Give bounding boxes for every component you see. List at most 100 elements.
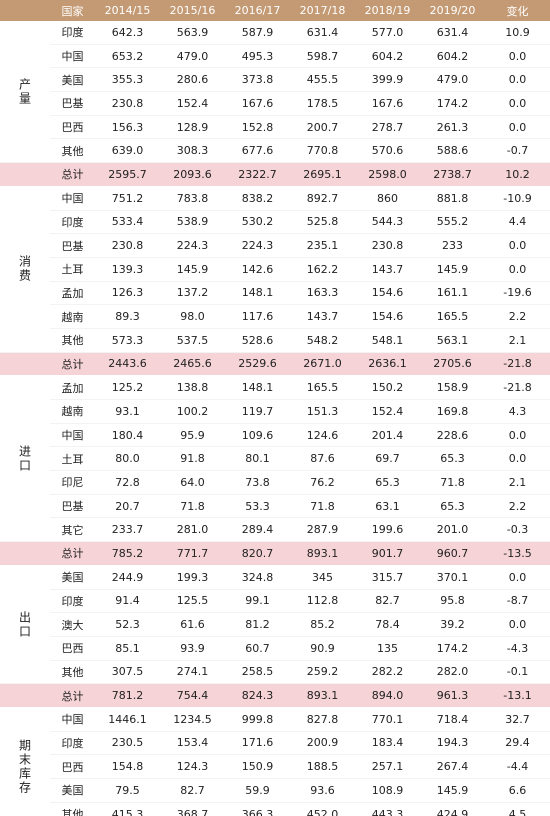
- value-cell: -10.9: [485, 186, 550, 211]
- value-cell: 161.1: [420, 281, 485, 306]
- total-row: 总计 2595.7 2093.6 2322.7 2695.1 2598.0 2738.7 10…: [0, 162, 550, 187]
- value-cell: 64.0: [160, 470, 225, 495]
- value-cell: 82.7: [355, 589, 420, 614]
- value-cell: -0.3: [485, 517, 550, 543]
- value-cell: 0.0: [485, 91, 550, 116]
- table-row: 巴西 156.3 128.9 152.8 200.7 278.7 261.3 0.0: [0, 115, 550, 140]
- value-cell: 570.6: [355, 138, 420, 164]
- total-value: 785.2: [95, 541, 160, 566]
- table-row: 其他 639.0 308.3 677.6 770.8 570.6 588.6 -0.7: [0, 138, 550, 164]
- header-cell: 2015/16: [160, 0, 225, 21]
- country-cell: 中国: [50, 186, 95, 211]
- table-row: 美国 79.5 82.7 59.9 93.6 108.9 145.9 6.6: [0, 778, 550, 803]
- value-cell: 152.4: [160, 91, 225, 116]
- country-cell: 其他: [50, 328, 95, 353]
- total-row: 总计 781.2 754.4 824.3 893.1 894.0 961.3 -13.1: [0, 683, 550, 708]
- country-cell: 印度: [50, 21, 95, 45]
- value-cell: 124.3: [160, 754, 225, 779]
- table-row: 孟加 126.3 137.2 148.1 163.3 154.6 161.1 -19.6: [0, 281, 550, 306]
- value-cell: 71.8: [290, 494, 355, 519]
- table-row: 印度 91.4 125.5 99.1 112.8 82.7 95.8 -8.7: [0, 589, 550, 614]
- value-cell: 39.2: [420, 612, 485, 637]
- value-cell: 751.2: [95, 186, 160, 211]
- value-cell: 2.2: [485, 494, 550, 519]
- value-cell: 85.2: [290, 612, 355, 637]
- value-cell: 125.2: [95, 375, 160, 400]
- value-cell: 200.7: [290, 115, 355, 140]
- value-cell: 282.2: [355, 660, 420, 685]
- value-cell: 82.7: [160, 778, 225, 803]
- value-cell: 345: [290, 565, 355, 590]
- value-cell: 32.7: [485, 707, 550, 732]
- country-cell: 美国: [50, 565, 95, 590]
- country-cell: 土耳: [50, 257, 95, 282]
- value-cell: 188.5: [290, 754, 355, 779]
- value-cell: 355.3: [95, 67, 160, 93]
- value-cell: 373.8: [225, 67, 290, 93]
- value-cell: 65.3: [420, 446, 485, 472]
- value-cell: 1446.1: [95, 707, 160, 732]
- value-cell: 150.9: [225, 754, 290, 779]
- country-cell: 巴基: [50, 233, 95, 258]
- table-row: 越南 89.3 98.0 117.6 143.7 154.6 165.5 2.2: [0, 304, 550, 329]
- value-cell: 770.8: [290, 138, 355, 164]
- value-cell: 399.9: [355, 67, 420, 93]
- value-cell: 108.9: [355, 778, 420, 803]
- value-cell: 154.8: [95, 754, 160, 779]
- value-cell: 163.3: [290, 281, 355, 306]
- table-row: 期末库存 中国 1446.1 1234.5 999.8 827.8 770.1 718.4 32…: [0, 707, 550, 816]
- total-value: 893.1: [290, 541, 355, 566]
- table-row: 印度 230.5 153.4 171.6 200.9 183.4 194.3 29.4: [0, 731, 550, 756]
- value-cell: 73.8: [225, 470, 290, 495]
- value-cell: 93.6: [290, 778, 355, 803]
- total-value: 894.0: [355, 683, 420, 708]
- value-cell: 533.4: [95, 210, 160, 235]
- value-cell: 99.1: [225, 589, 290, 614]
- value-cell: 370.1: [420, 565, 485, 590]
- value-cell: 642.3: [95, 21, 160, 45]
- value-cell: 109.6: [225, 423, 290, 448]
- value-cell: 244.9: [95, 565, 160, 590]
- value-cell: 287.9: [290, 517, 355, 543]
- value-cell: -0.7: [485, 138, 550, 164]
- value-cell: 158.9: [420, 375, 485, 400]
- section-label: 产量: [0, 21, 50, 164]
- value-cell: 278.7: [355, 115, 420, 140]
- table-row: 印尼 72.8 64.0 73.8 76.2 65.3 71.8 2.1: [0, 470, 550, 495]
- table-row: 其他 307.5 274.1 258.5 259.2 282.2 282.0 -0.1: [0, 660, 550, 685]
- header-cell: 2017/18: [290, 0, 355, 21]
- value-cell: 76.2: [290, 470, 355, 495]
- value-cell: 71.8: [420, 470, 485, 495]
- table-row: 其它 233.7 281.0 289.4 287.9 199.6 201.0 -0.3: [0, 517, 550, 543]
- value-cell: 495.3: [225, 44, 290, 69]
- header-cell: 2014/15: [95, 0, 160, 21]
- total-label: 总计: [50, 162, 95, 187]
- value-cell: 81.2: [225, 612, 290, 637]
- value-cell: 10.9: [485, 21, 550, 45]
- value-cell: 4.4: [485, 210, 550, 235]
- value-cell: 142.6: [225, 257, 290, 282]
- value-cell: 138.8: [160, 375, 225, 400]
- value-cell: 224.3: [225, 233, 290, 258]
- value-cell: 548.2: [290, 328, 355, 353]
- country-cell: 巴西: [50, 754, 95, 779]
- value-cell: 544.3: [355, 210, 420, 235]
- value-cell: 639.0: [95, 138, 160, 164]
- value-cell: 548.1: [355, 328, 420, 353]
- value-cell: 169.8: [420, 399, 485, 424]
- value-cell: 452.0: [290, 802, 355, 816]
- country-cell: 印度: [50, 210, 95, 235]
- value-cell: 200.9: [290, 731, 355, 756]
- empty-cell: [0, 683, 50, 708]
- value-cell: 137.2: [160, 281, 225, 306]
- value-cell: 308.3: [160, 138, 225, 164]
- value-cell: 165.5: [420, 304, 485, 329]
- value-cell: 577.0: [355, 21, 420, 45]
- total-value: 2705.6: [420, 352, 485, 377]
- value-cell: 0.0: [485, 257, 550, 282]
- country-cell: 中国: [50, 44, 95, 69]
- value-cell: 538.9: [160, 210, 225, 235]
- section-label: 期末库存: [0, 707, 50, 816]
